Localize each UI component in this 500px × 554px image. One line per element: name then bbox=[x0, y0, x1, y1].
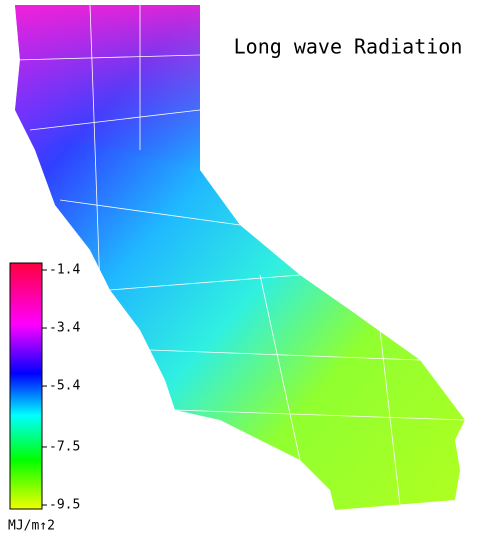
california bbox=[14, 4, 466, 510]
colorbar bbox=[9, 262, 43, 510]
colorbar-tick-label: -9.5 bbox=[49, 498, 80, 513]
colorbar-tick-label: -7.5 bbox=[49, 439, 80, 454]
colorbar-tick-label: -3.4 bbox=[49, 321, 80, 336]
north-shading bbox=[15, 5, 200, 170]
colorbar-unit: MJ/m↑2 bbox=[8, 519, 55, 534]
county-lines bbox=[14, 4, 466, 506]
colorbar-tick-label: -1.4 bbox=[49, 263, 80, 278]
map-title: Long wave Radiation bbox=[234, 35, 463, 59]
colorbar-tick-label: -5.4 bbox=[49, 379, 80, 394]
